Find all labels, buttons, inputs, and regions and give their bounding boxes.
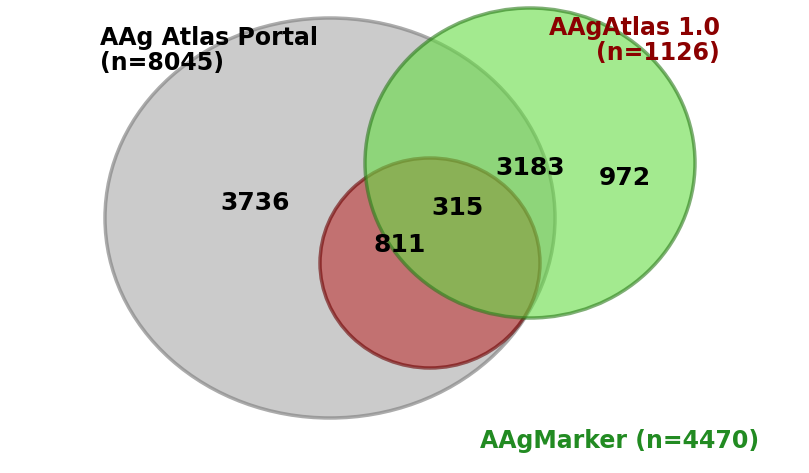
Text: AAgAtlas 1.0: AAgAtlas 1.0 [549, 16, 720, 40]
Text: (n=8045): (n=8045) [100, 51, 224, 75]
Ellipse shape [320, 158, 540, 368]
Text: (n=1126): (n=1126) [596, 41, 720, 65]
Text: AAg Atlas Portal: AAg Atlas Portal [100, 26, 318, 50]
Text: 3183: 3183 [495, 156, 565, 180]
Ellipse shape [105, 18, 555, 418]
Text: AAgMarker (n=4470): AAgMarker (n=4470) [481, 429, 760, 453]
Text: 3736: 3736 [220, 191, 290, 215]
Text: 811: 811 [374, 233, 426, 257]
Text: 315: 315 [432, 196, 484, 220]
Ellipse shape [365, 8, 695, 318]
Text: 972: 972 [599, 166, 651, 190]
